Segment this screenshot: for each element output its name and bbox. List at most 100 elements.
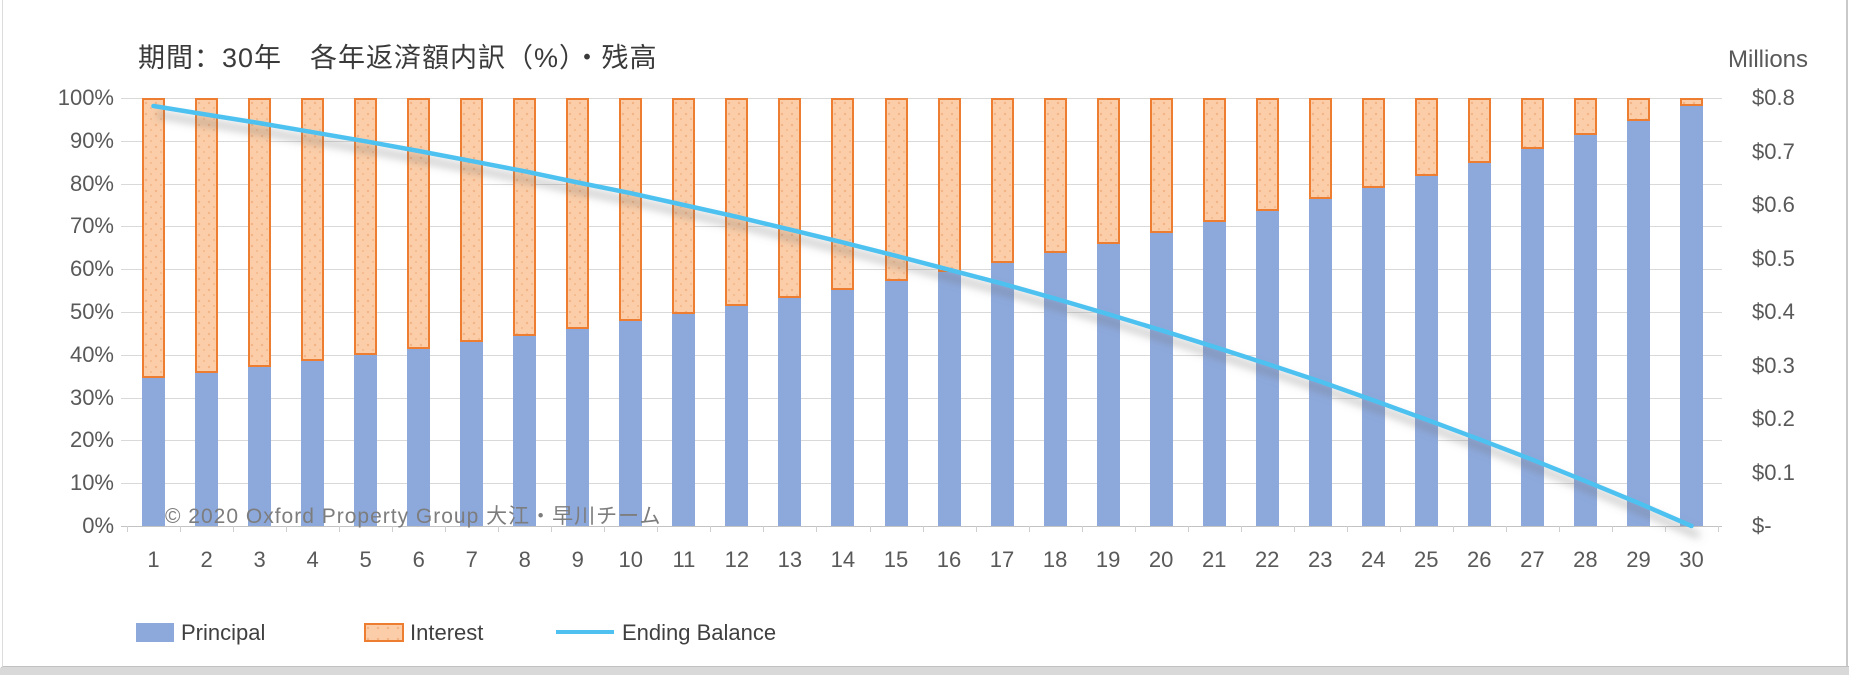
x-axis-label-22: 22 (1254, 547, 1280, 572)
bar-interest-year-4[interactable] (301, 98, 325, 362)
bar-interest-year-23[interactable] (1308, 98, 1332, 200)
x-axis-tick (392, 526, 394, 532)
bar-principal-year-21[interactable] (1202, 222, 1226, 526)
gridline-100% (121, 98, 1722, 99)
bar-interest-year-12[interactable] (725, 98, 749, 306)
x-axis-label-2: 2 (200, 547, 213, 572)
x-axis-tick (1718, 526, 1719, 532)
legend-item-interest[interactable]: Interest (410, 620, 484, 645)
bar-principal-year-11[interactable] (672, 314, 696, 526)
bar-principal-year-24[interactable] (1361, 187, 1385, 526)
legend-swatch-principal[interactable] (136, 623, 174, 642)
bar-principal-year-17[interactable] (990, 262, 1014, 526)
bar-interest-year-19[interactable] (1096, 98, 1120, 244)
x-axis-label-3: 3 (253, 547, 266, 572)
bar-interest-year-25[interactable] (1414, 98, 1438, 176)
x-axis-label-14: 14 (830, 547, 856, 572)
bar-interest-year-20[interactable] (1149, 98, 1173, 233)
chart-title[interactable]: 期間：30年 各年返済額内訳（%）・残高 (138, 43, 658, 73)
chart-border-right (1846, 0, 1848, 666)
bar-interest-year-13[interactable] (778, 98, 802, 299)
bar-interest-year-9[interactable] (566, 98, 590, 329)
bar-principal-year-9[interactable] (566, 328, 590, 526)
x-axis-tick (339, 526, 341, 532)
bar-interest-year-27[interactable] (1520, 98, 1544, 150)
legend-swatch-interest[interactable] (364, 623, 404, 642)
x-axis-label-6: 6 (412, 547, 425, 572)
x-axis-tick (1505, 526, 1507, 532)
bar-principal-year-8[interactable] (513, 335, 537, 526)
bar-interest-year-24[interactable] (1361, 98, 1385, 188)
left-axis-tick-80%: 80% (69, 170, 114, 196)
x-axis-label-24: 24 (1361, 547, 1386, 572)
x-axis-label-4: 4 (306, 547, 319, 572)
bar-interest-year-30[interactable] (1680, 98, 1703, 107)
x-axis-label-19: 19 (1095, 547, 1121, 572)
x-axis-tick (180, 526, 181, 532)
x-axis-tick (551, 526, 553, 532)
bar-principal-year-22[interactable] (1255, 211, 1279, 526)
x-axis-label-5: 5 (359, 547, 372, 572)
bar-principal-year-27[interactable] (1520, 149, 1544, 526)
right-axis-tick-$-: $- (1752, 513, 1772, 538)
right-axis-title[interactable]: Millions (1728, 46, 1809, 73)
x-axis-label-23: 23 (1308, 547, 1333, 572)
bar-interest-year-18[interactable] (1043, 98, 1067, 254)
right-axis-tick-$0.6: $0.6 (1752, 192, 1795, 217)
legend-swatch-ending-balance[interactable] (556, 630, 614, 634)
bar-principal-year-26[interactable] (1467, 162, 1491, 526)
x-axis-tick (445, 526, 447, 532)
bar-principal-year-16[interactable] (937, 272, 961, 526)
x-axis-label-29: 29 (1626, 547, 1651, 572)
bar-principal-year-20[interactable] (1149, 232, 1173, 526)
bar-interest-year-17[interactable] (990, 98, 1014, 263)
bar-principal-year-15[interactable] (884, 281, 908, 526)
bar-interest-year-8[interactable] (513, 98, 537, 336)
x-axis-tick (1134, 526, 1136, 532)
bar-interest-year-29[interactable] (1627, 98, 1650, 122)
bar-principal-year-1[interactable] (142, 377, 165, 526)
x-axis-label-9: 9 (571, 547, 584, 572)
x-axis-tick (127, 526, 128, 532)
bar-interest-year-3[interactable] (248, 98, 272, 367)
bar-principal-year-18[interactable] (1043, 253, 1067, 526)
bar-interest-year-21[interactable] (1202, 98, 1226, 223)
x-axis-label-13: 13 (777, 547, 803, 572)
bar-interest-year-7[interactable] (460, 98, 484, 343)
x-axis-tick (1293, 526, 1295, 532)
x-axis-tick (1452, 526, 1454, 532)
x-axis-tick (657, 526, 659, 532)
bar-interest-year-14[interactable] (831, 98, 855, 290)
chart-legend: Principal Interest Ending Balance (0, 619, 1849, 647)
legend-item-principal[interactable]: Principal (181, 620, 266, 645)
bar-principal-year-23[interactable] (1308, 199, 1332, 526)
bar-interest-year-10[interactable] (619, 98, 643, 322)
bar-interest-year-28[interactable] (1573, 98, 1597, 136)
bar-principal-year-28[interactable] (1573, 135, 1597, 526)
bar-interest-year-6[interactable] (407, 98, 431, 349)
bar-principal-year-29[interactable] (1627, 121, 1650, 526)
legend-item-ending-balance[interactable]: Ending Balance (622, 620, 777, 645)
bar-interest-year-11[interactable] (672, 98, 696, 315)
bar-principal-year-12[interactable] (725, 306, 749, 526)
x-axis-label-20: 20 (1148, 547, 1174, 572)
bar-interest-year-2[interactable] (195, 98, 219, 373)
bar-interest-year-15[interactable] (884, 98, 908, 282)
bar-interest-year-1[interactable] (142, 98, 165, 378)
bar-principal-year-25[interactable] (1414, 175, 1438, 526)
bar-principal-year-13[interactable] (778, 298, 802, 526)
x-axis-tick (1028, 526, 1030, 532)
bar-interest-year-5[interactable] (354, 98, 378, 356)
bar-principal-year-14[interactable] (831, 289, 855, 526)
bar-interest-year-26[interactable] (1467, 98, 1491, 163)
x-axis-label-21: 21 (1201, 547, 1227, 572)
window-bottom-edge (0, 666, 1849, 675)
left-axis-tick-40%: 40% (69, 341, 114, 367)
bar-principal-year-7[interactable] (460, 342, 484, 526)
bar-principal-year-30[interactable] (1680, 106, 1703, 526)
bar-interest-year-16[interactable] (937, 98, 961, 273)
bar-principal-year-19[interactable] (1096, 243, 1120, 526)
bar-interest-year-22[interactable] (1255, 98, 1279, 211)
bar-principal-year-10[interactable] (619, 321, 643, 526)
